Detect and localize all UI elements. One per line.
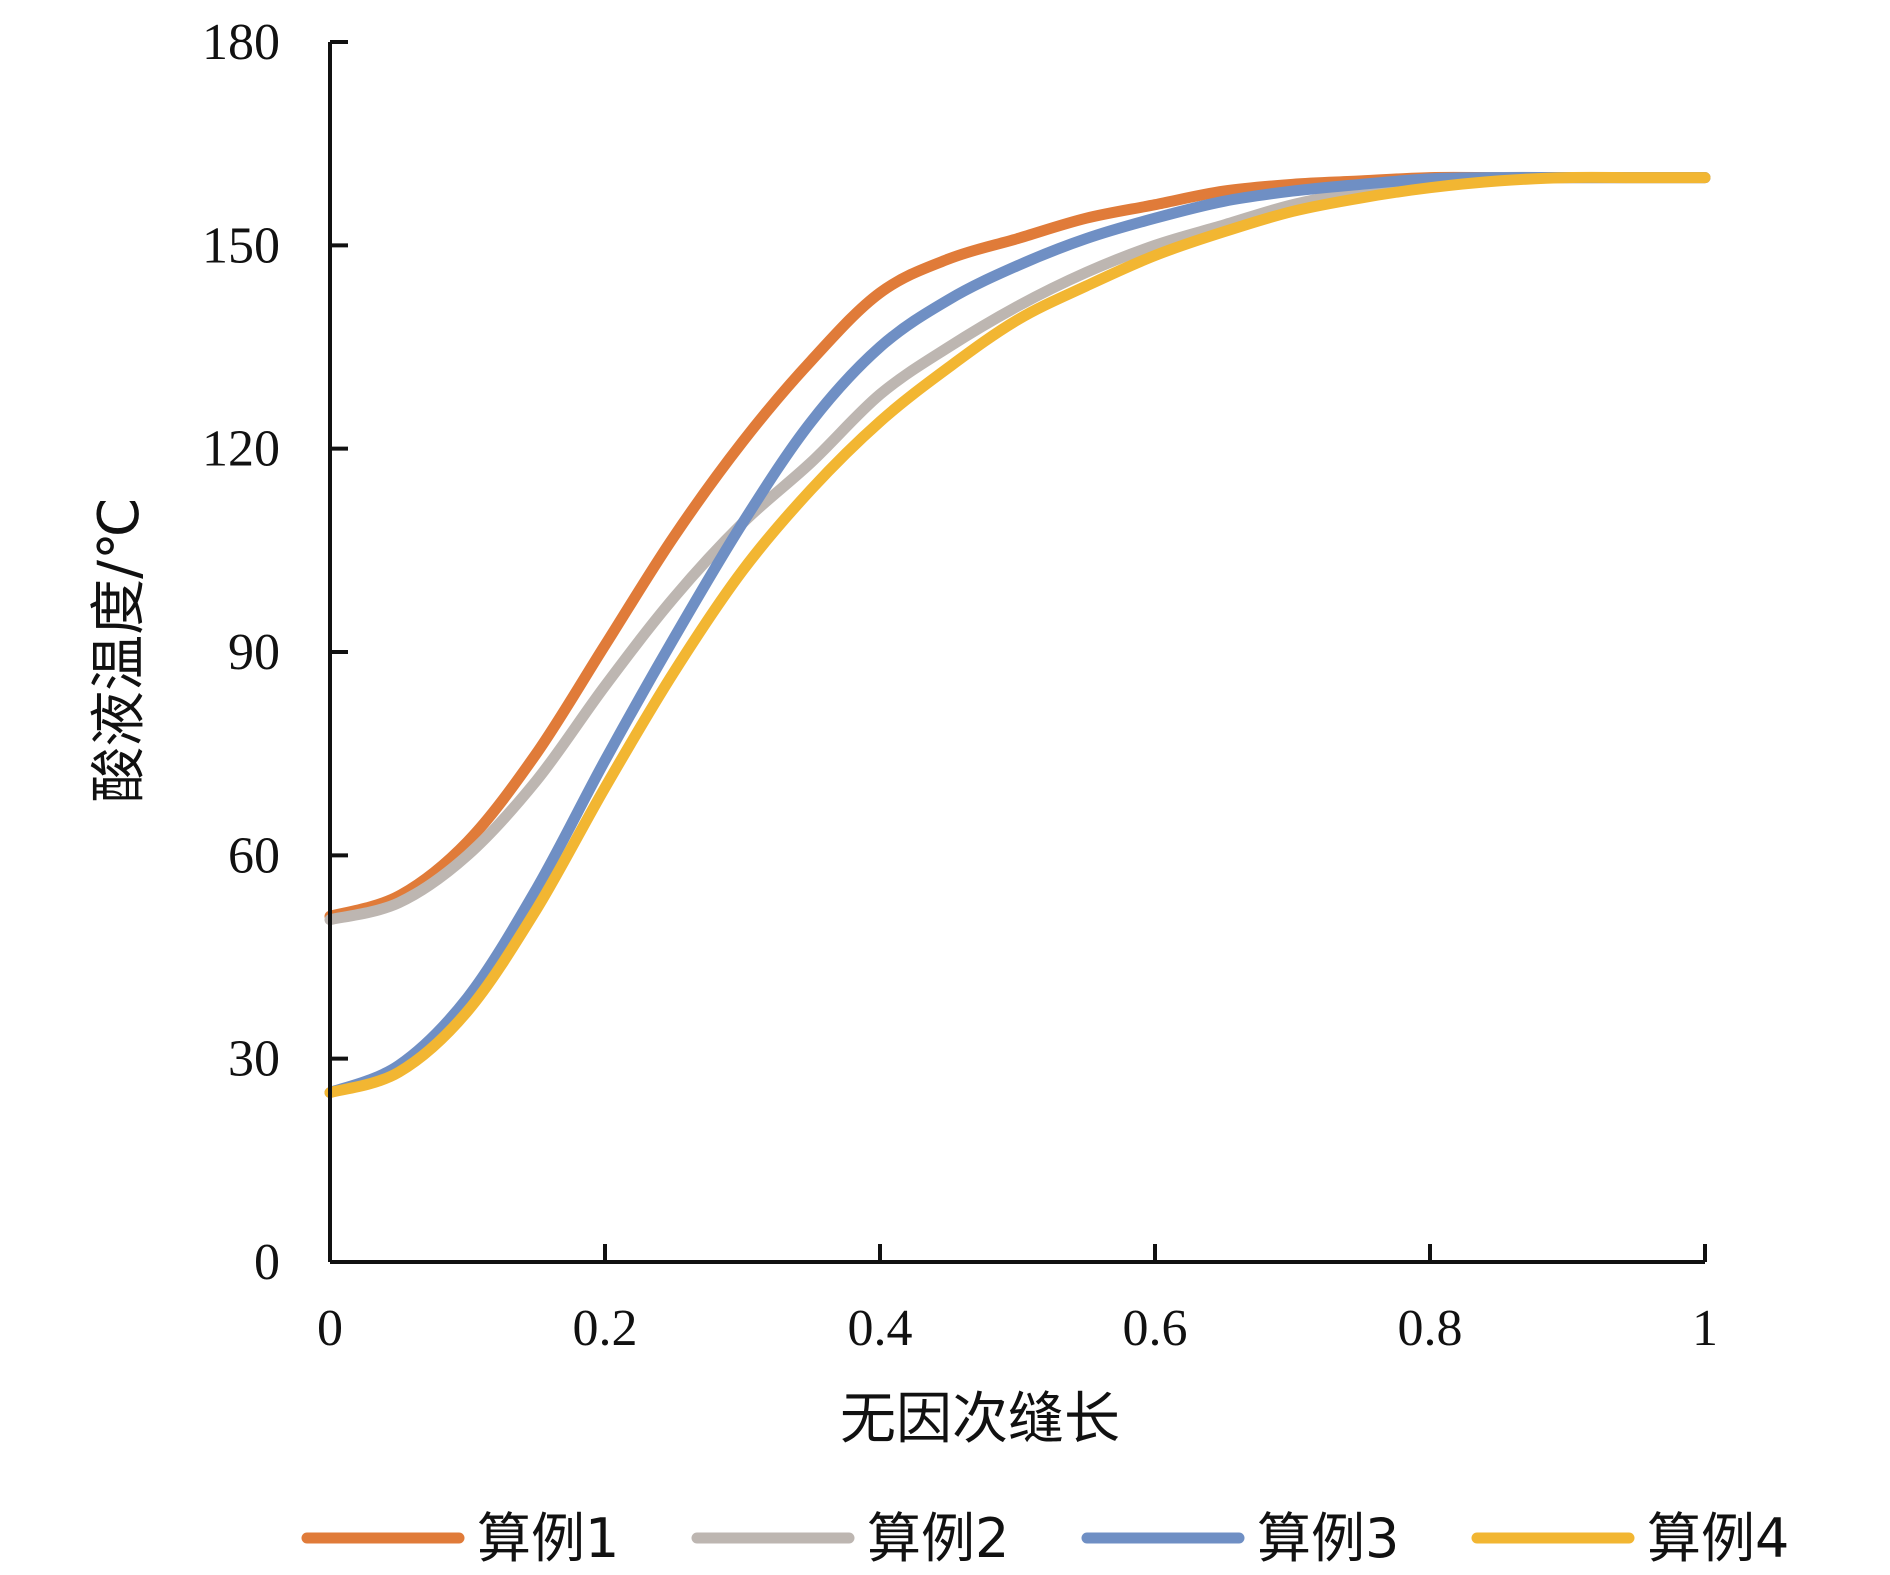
x-tick-label: 0 — [317, 1300, 343, 1357]
series-line-3 — [324, 171, 1711, 1099]
axes: 0 30 60 90 120 150 180 0 0.2 0.4 0.6 0.8 1 — [202, 14, 1718, 1357]
series-line-1 — [324, 171, 1711, 922]
plot-area — [324, 171, 1711, 1099]
series-line-4 — [324, 171, 1711, 1099]
y-axis-title: 酸液温度/℃ — [87, 497, 152, 803]
series-line-2 — [324, 171, 1711, 926]
legend-label-2: 算例2 — [867, 1507, 1009, 1570]
x-tick-label: 0.8 — [1398, 1300, 1463, 1357]
x-axis-title: 无因次缝长 — [840, 1387, 1120, 1452]
y-tick-label: 180 — [202, 14, 280, 71]
y-tick-label: 90 — [228, 624, 280, 681]
legend-label-4: 算例4 — [1647, 1507, 1789, 1570]
x-tick-label: 0.6 — [1123, 1300, 1188, 1357]
y-tick-label: 120 — [202, 421, 280, 478]
legend: 算例1 算例2 算例3 算例4 — [301, 1507, 1789, 1570]
x-tick-label: 0.2 — [573, 1300, 638, 1357]
x-tick-label: 1 — [1692, 1300, 1718, 1357]
legend-label-3: 算例3 — [1257, 1507, 1399, 1570]
y-tick-label: 60 — [228, 827, 280, 884]
y-tick-label: 0 — [254, 1234, 280, 1291]
y-tick-label: 150 — [202, 217, 280, 274]
x-tick-label: 0.4 — [848, 1300, 913, 1357]
y-tick-label: 30 — [228, 1031, 280, 1088]
legend-label-1: 算例1 — [477, 1507, 619, 1570]
